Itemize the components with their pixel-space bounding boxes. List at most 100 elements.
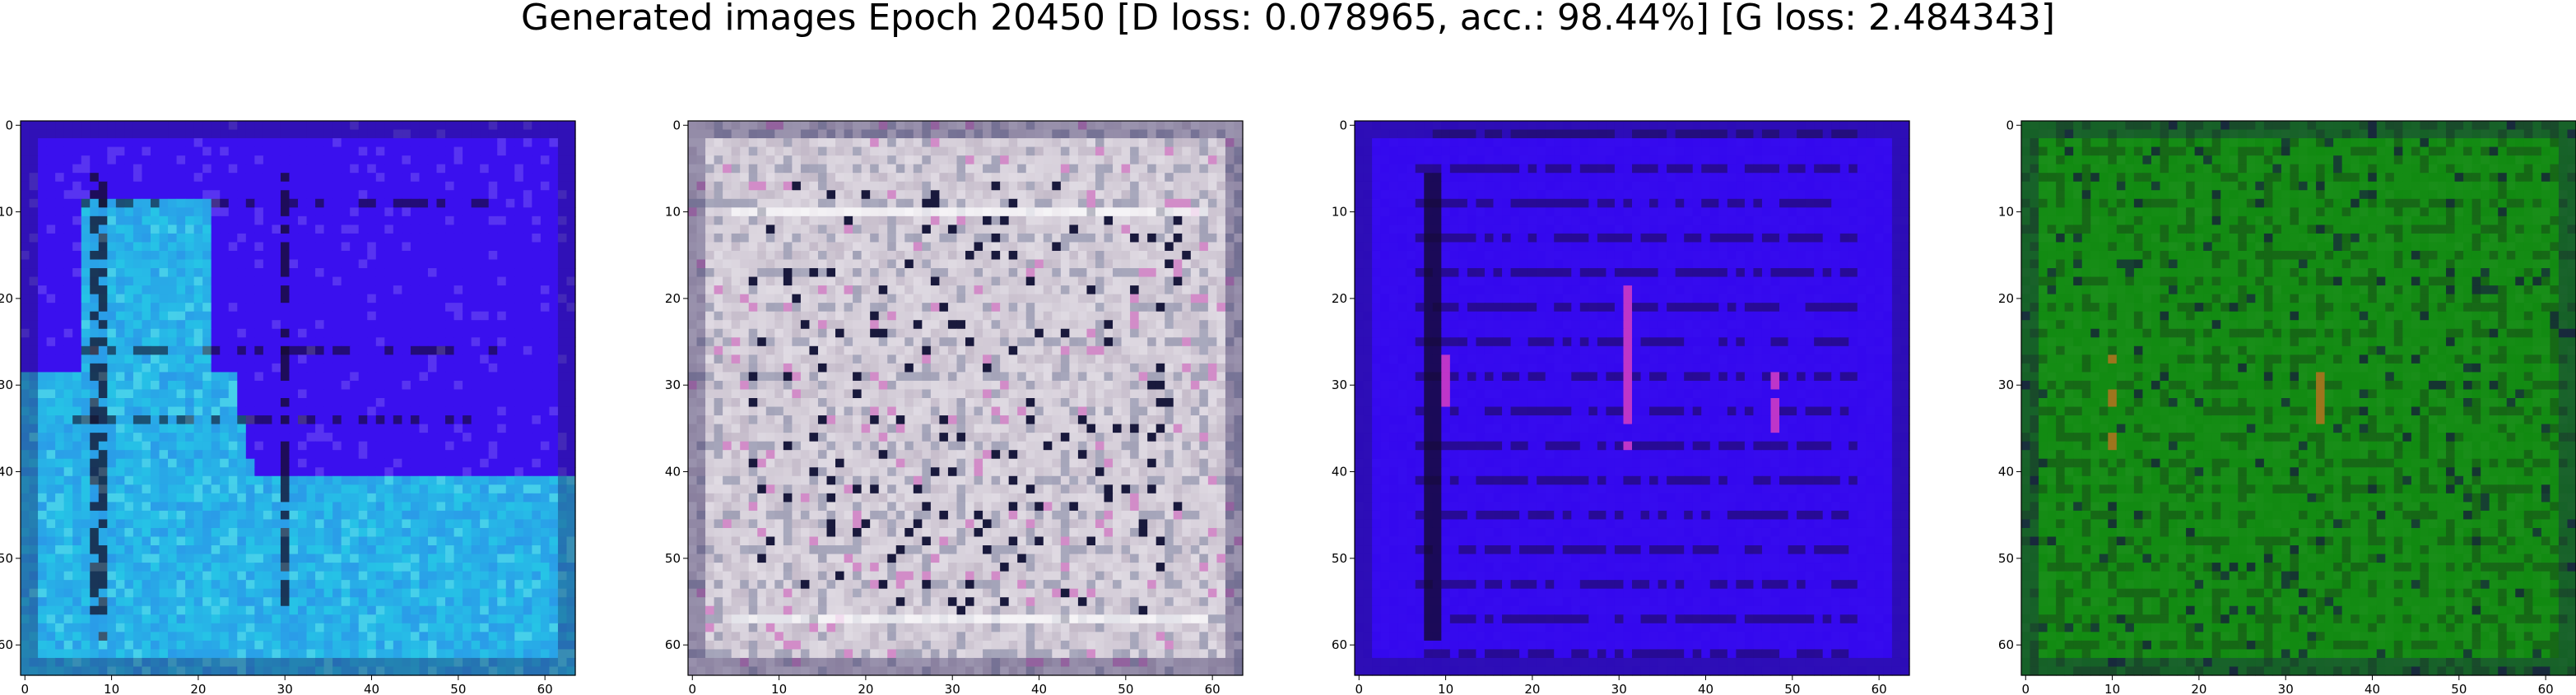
pixel [142,493,151,503]
pixel [341,571,351,581]
pixel [566,259,576,269]
pixel [289,181,299,191]
pixel [765,146,775,156]
pixel [168,450,178,460]
pixel [90,571,100,581]
pixel [298,337,308,347]
pixel [202,389,212,399]
pixel [289,545,299,555]
pixel [1077,138,1088,148]
pixel [1000,138,1010,148]
pixel [1113,190,1123,200]
pixel [453,259,463,269]
pixel [176,155,186,165]
pixel [427,666,438,676]
pixel [237,433,247,442]
pixel [211,173,221,183]
pixel [532,173,542,183]
pixel [557,363,568,373]
pixel [98,563,108,572]
pixel [549,545,559,555]
pixel [280,563,291,572]
pixel [315,458,325,468]
pixel [557,155,568,165]
pixel [471,173,481,183]
pixel [81,519,91,529]
pixel [202,502,212,512]
pixel [81,433,91,442]
pixel [532,138,542,148]
pixel [220,146,230,156]
pixel [263,571,273,581]
pixel [566,173,576,183]
pixel [375,493,385,503]
pixel [463,345,472,355]
pixel [375,389,385,399]
pixel [202,571,212,581]
pixel [46,155,56,165]
pixel [237,363,247,373]
pixel [107,250,117,261]
pixel [315,242,325,252]
pixel [185,458,195,468]
pixel [367,233,377,243]
pixel [63,632,73,642]
pixel [107,225,117,234]
pixel [774,225,784,234]
pixel [895,207,905,217]
pixel [245,614,255,624]
pixel [107,493,117,503]
pixel [861,215,871,225]
pixel [63,138,73,148]
pixel [168,242,178,252]
pixel [176,320,186,330]
pixel [532,554,542,563]
pixel [358,467,368,477]
pixel [72,424,82,433]
pixel [55,190,65,200]
pixel [228,580,238,590]
pixel [505,233,515,243]
pixel [861,155,871,165]
pixel [176,363,186,373]
pixel [150,181,160,191]
pixel [835,129,845,139]
pixel [523,328,532,338]
pixel [853,155,863,165]
pixel [1000,225,1010,234]
pixel [1113,207,1123,217]
pixel [38,173,48,183]
pixel [402,268,412,278]
pixel [453,657,463,668]
pixel [332,580,342,590]
pixel [272,666,281,676]
pixel [384,666,394,676]
pixel [263,198,273,208]
pixel [913,198,923,208]
pixel [1035,146,1044,156]
pixel [367,285,377,295]
pixel [549,527,559,538]
pixel [220,493,230,503]
pixel [289,415,299,425]
pixel [90,398,100,408]
pixel [228,259,238,269]
pixel [341,450,351,460]
pixel [792,207,802,217]
pixel [505,398,515,408]
pixel [289,510,299,521]
pixel [38,545,48,555]
pixel [272,121,281,131]
pixel [115,415,125,425]
pixel [202,121,212,131]
pixel [21,190,30,200]
pixel [98,623,108,632]
pixel [532,433,542,442]
pixel [1165,207,1174,217]
pixel [367,614,377,624]
pixel [956,164,966,174]
pixel [471,190,481,200]
pixel [1104,215,1114,225]
pixel [427,657,438,668]
pixel [81,225,91,234]
